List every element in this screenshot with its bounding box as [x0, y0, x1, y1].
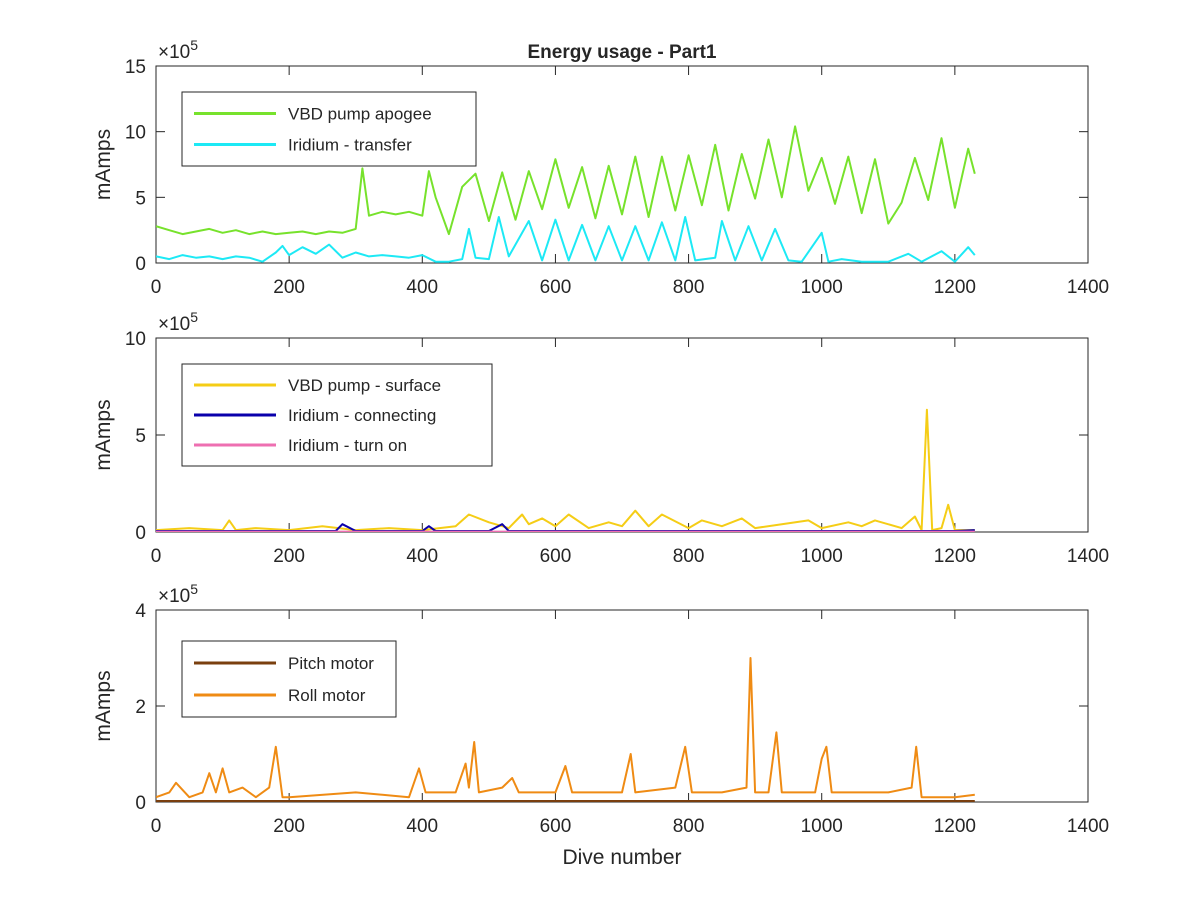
legend-label-1: VBD pump - surface: [288, 376, 441, 395]
series-line-1: [156, 125, 976, 236]
chart-panel-3: 0 200 400 600 800 1000 1200 1400 0 2 4 ×105 mAmps Div…: [92, 581, 1109, 869]
legend: VBD pump apogee Iridium - transfer: [181, 91, 477, 167]
x-tick-label: 1000: [801, 277, 843, 298]
legend-label-2: Iridium - transfer: [288, 136, 412, 155]
x-tick-label: 0: [151, 546, 162, 567]
series-group: [156, 657, 975, 802]
legend-box: [181, 91, 477, 167]
y-tick-label: 5: [135, 426, 146, 447]
y-tick-label: 0: [135, 523, 146, 544]
legend: VBD pump - surface Iridium - connecting Ir…: [181, 363, 493, 467]
y-tick-label: 2: [135, 697, 146, 718]
series-group: [156, 125, 976, 263]
x-tick-label: 0: [151, 816, 162, 837]
legend-label-2: Roll motor: [288, 686, 366, 705]
legend-label-2: Iridium - connecting: [288, 406, 436, 425]
x-tick-label: 1200: [934, 546, 976, 567]
y-exponent-label: ×105: [158, 309, 198, 335]
y-tick-label: 5: [135, 188, 146, 209]
y-tick-label: 0: [135, 793, 146, 814]
x-tick-label: 1400: [1067, 546, 1109, 567]
x-tick-label: 200: [273, 277, 305, 298]
legend-label-1: VBD pump apogee: [288, 105, 432, 124]
series-line-2: [156, 216, 976, 263]
x-tick-label: 200: [273, 546, 305, 567]
x-tick-label: 400: [406, 816, 438, 837]
x-tick-label: 200: [273, 816, 305, 837]
y-exponent-label: ×105: [158, 581, 198, 607]
x-tick-label: 1200: [934, 277, 976, 298]
y-axis-label: mAmps: [92, 129, 115, 200]
y-tick-label: 10: [125, 329, 146, 350]
x-tick-label: 0: [151, 277, 162, 298]
legend-box: [181, 640, 397, 718]
x-tick-label: 400: [406, 546, 438, 567]
y-exponent-label: ×105: [158, 37, 198, 63]
y-tick-label: 0: [135, 254, 146, 275]
x-tick-label: 600: [540, 277, 572, 298]
x-tick-label: 600: [540, 816, 572, 837]
y-tick-label: 4: [135, 601, 146, 622]
series-group: [156, 408, 975, 532]
series-line-2: [156, 657, 975, 799]
x-tick-label: 800: [673, 816, 705, 837]
x-tick-label: 1000: [801, 816, 843, 837]
chart-title: Energy usage - Part1: [527, 42, 716, 63]
x-tick-label: 1200: [934, 816, 976, 837]
x-tick-label: 800: [673, 277, 705, 298]
x-tick-label: 1000: [801, 546, 843, 567]
legend: Pitch motor Roll motor: [181, 640, 397, 718]
x-tick-label: 400: [406, 277, 438, 298]
chart-panel-2: 0 200 400 600 800 1000 1200 1400 0 5 10 ×105 mAmps VB…: [92, 309, 1109, 567]
chart-panel-1: 0 200 400 600 800 1000 1200 1400 0 5 10 15 ×105 mAmps…: [92, 37, 1109, 298]
x-tick-label: 600: [540, 546, 572, 567]
x-axis-label: Dive number: [562, 846, 681, 869]
x-tick-label: 800: [673, 546, 705, 567]
y-tick-label: 15: [125, 57, 146, 78]
x-tick-label: 1400: [1067, 277, 1109, 298]
legend-label-3: Iridium - turn on: [288, 436, 407, 455]
x-tick-label: 1400: [1067, 816, 1109, 837]
y-axis-label: mAmps: [92, 399, 115, 470]
legend-label-1: Pitch motor: [288, 654, 374, 673]
y-tick-label: 10: [125, 123, 146, 144]
y-axis-label: mAmps: [92, 670, 115, 741]
